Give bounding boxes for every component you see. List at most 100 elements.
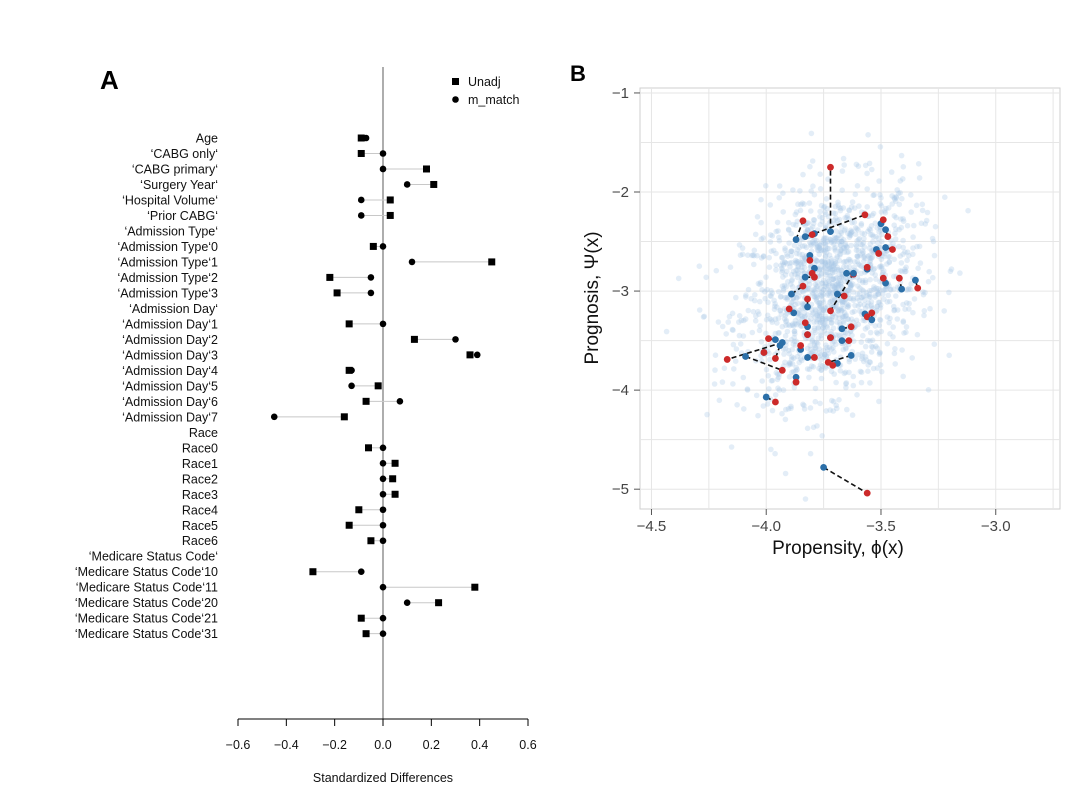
background-point (777, 308, 783, 314)
background-point (862, 279, 869, 286)
background-point (867, 380, 873, 386)
background-point (862, 343, 869, 350)
background-point (765, 299, 771, 306)
background-point (818, 258, 825, 265)
background-point (821, 322, 827, 329)
background-point (812, 329, 819, 336)
background-point (847, 295, 854, 302)
m-match-marker (379, 475, 387, 483)
background-point (787, 361, 794, 367)
row-label: Race5 (182, 519, 218, 533)
background-point (812, 240, 819, 246)
m-match-marker (379, 459, 387, 467)
background-point (859, 241, 865, 248)
background-point (782, 294, 788, 301)
background-point (823, 235, 829, 241)
treated-point (804, 331, 811, 339)
unadj-marker (386, 211, 394, 219)
background-point (853, 243, 860, 250)
background-point (804, 366, 811, 372)
background-point (779, 254, 785, 261)
background-point (893, 198, 899, 204)
background-point (799, 260, 805, 266)
background-point (855, 163, 862, 169)
background-point (834, 235, 840, 241)
background-point (882, 210, 889, 216)
background-point (840, 306, 847, 312)
background-point (870, 266, 877, 273)
background-point (869, 166, 875, 173)
background-point (799, 300, 806, 307)
background-point (814, 283, 821, 290)
background-point (860, 288, 867, 294)
background-point (834, 405, 840, 412)
background-point (775, 330, 782, 336)
background-point (818, 292, 824, 298)
background-point (833, 402, 839, 409)
background-point (877, 317, 884, 324)
background-point (790, 368, 797, 375)
m-match-marker (403, 181, 411, 188)
background-point (832, 244, 838, 251)
background-point (812, 281, 819, 288)
row-label: ‘Medicare Status Code‘20 (75, 596, 218, 610)
background-point (782, 272, 789, 278)
background-point (823, 281, 829, 288)
background-point (811, 217, 818, 223)
background-point (817, 319, 824, 326)
group-header: Race (189, 426, 218, 440)
background-point (811, 327, 817, 334)
background-point (840, 244, 847, 251)
background-point (870, 365, 877, 372)
background-point (830, 276, 837, 283)
background-point (819, 325, 826, 332)
background-point (837, 277, 844, 284)
legend-unadj-label: Unadj (468, 75, 501, 89)
background-point (861, 358, 867, 365)
background-point (825, 290, 832, 297)
unadj-marker (333, 289, 341, 297)
background-point (837, 251, 843, 257)
background-point (822, 253, 829, 259)
background-point (908, 209, 914, 215)
background-point (837, 368, 844, 374)
control-point (742, 353, 749, 360)
background-point (785, 406, 792, 412)
background-point (845, 316, 851, 322)
background-point (785, 347, 792, 354)
background-point (784, 253, 791, 259)
background-point (754, 252, 760, 259)
row-label: ‘Admission Type‘1 (117, 255, 218, 269)
background-point (758, 236, 765, 242)
background-point (886, 298, 893, 305)
background-point (760, 253, 767, 259)
background-point (878, 195, 884, 201)
background-point (822, 264, 828, 270)
background-point (764, 312, 771, 319)
background-point (823, 323, 830, 329)
background-point (820, 267, 826, 273)
row-label: ‘Admission Day‘5 (122, 379, 218, 393)
background-point (891, 222, 897, 228)
row-label: Race0 (182, 441, 218, 455)
background-point (794, 321, 800, 328)
background-point (794, 247, 801, 253)
background-point (852, 302, 858, 309)
background-point (814, 316, 821, 323)
background-point (768, 446, 774, 453)
treated-point (884, 233, 892, 240)
background-point (799, 200, 806, 206)
background-point (824, 205, 830, 212)
x-tick-label: −4.5 (637, 518, 667, 535)
row-label: ‘Medicare Status Code‘10 (75, 565, 218, 579)
background-point (820, 247, 827, 253)
background-point (848, 227, 854, 234)
background-point (866, 291, 873, 298)
treated-point (760, 349, 768, 356)
background-point (841, 287, 848, 293)
background-point (785, 279, 791, 285)
background-point (926, 268, 932, 275)
background-point (817, 186, 824, 192)
